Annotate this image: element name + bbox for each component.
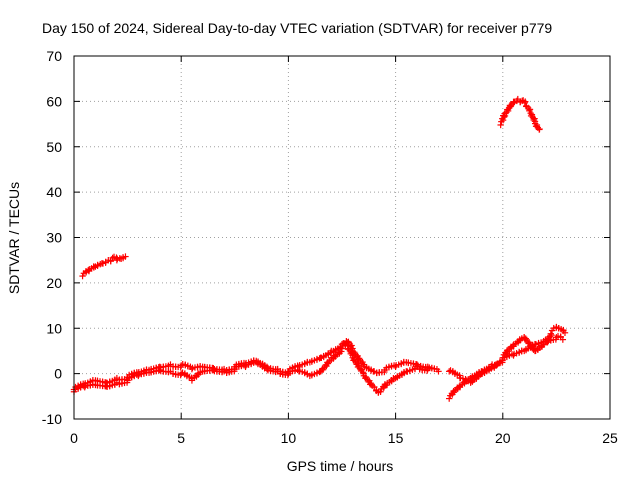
data-point <box>526 106 534 113</box>
data-points <box>70 95 569 402</box>
y-tick-label: 30 <box>46 230 62 246</box>
y-tick-label: 10 <box>46 320 62 336</box>
data-point <box>338 348 345 355</box>
data-point <box>338 345 346 352</box>
x-tick-label: 25 <box>602 430 618 446</box>
axis-ticks: 0 5 10 15 20 25 -10 0 10 20 30 40 50 60 70 <box>42 48 618 446</box>
data-point <box>547 330 555 337</box>
data-point <box>210 366 217 374</box>
data-point <box>545 336 552 343</box>
data-point <box>548 331 555 339</box>
data-point <box>316 368 323 376</box>
data-point <box>498 357 506 364</box>
data-point <box>85 267 92 274</box>
x-tick-label: 15 <box>388 430 404 446</box>
data-point <box>497 121 504 129</box>
chart-title: Day 150 of 2024, Sidereal Day-to-day VTE… <box>42 20 552 36</box>
y-tick-label: 40 <box>46 184 62 200</box>
x-tick-label: 10 <box>281 430 297 446</box>
data-point <box>348 342 355 349</box>
data-point <box>536 126 543 133</box>
data-point <box>122 253 129 260</box>
y-tick-label: 70 <box>46 48 62 64</box>
data-point <box>500 113 508 121</box>
x-axis-label: GPS time / hours <box>287 458 394 474</box>
data-point <box>377 388 384 395</box>
y-tick-label: 0 <box>54 366 62 382</box>
y-tick-label: -10 <box>42 411 62 427</box>
data-point <box>559 336 567 343</box>
data-point <box>561 329 569 336</box>
y-tick-label: 20 <box>46 275 62 291</box>
data-point <box>79 272 86 280</box>
x-tick-label: 5 <box>177 430 185 446</box>
data-point <box>499 354 506 361</box>
y-tick-label: 60 <box>46 93 62 109</box>
x-tick-label: 0 <box>70 430 78 446</box>
y-axis-label: SDTVAR / TECUs <box>6 182 22 294</box>
x-tick-label: 20 <box>495 430 511 446</box>
y-tick-label: 50 <box>46 139 62 155</box>
data-point <box>424 363 431 371</box>
data-point <box>156 366 163 374</box>
data-point <box>530 116 537 124</box>
data-point <box>263 365 271 373</box>
data-point <box>413 361 421 368</box>
data-point <box>446 395 453 402</box>
data-point <box>435 368 442 375</box>
